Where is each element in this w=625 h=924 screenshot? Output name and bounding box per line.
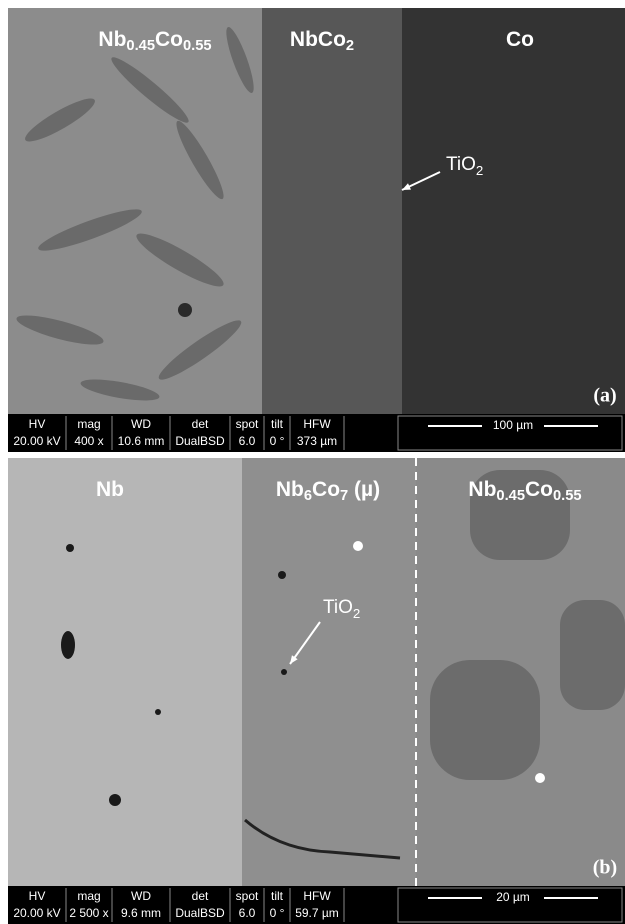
text-part: TiO — [446, 154, 476, 175]
info-header: spot — [236, 889, 259, 903]
text-part: 7 — [340, 488, 348, 504]
info-header: HV — [29, 889, 46, 903]
text-part: 6 — [304, 488, 312, 504]
info-value: 20.00 kV — [13, 434, 60, 448]
info-header: WD — [131, 889, 151, 903]
info-value: 2 500 x — [69, 906, 108, 920]
text-part: Co — [506, 28, 534, 51]
info-value: 9.6 mm — [121, 906, 161, 920]
text-part: (µ) — [348, 478, 380, 501]
info-header: HFW — [303, 889, 331, 903]
text-part: Co — [312, 478, 340, 501]
info-value: 0 ° — [270, 906, 285, 920]
info-header: HV — [29, 417, 46, 431]
panel-letter: (a) — [593, 385, 616, 407]
text-part: TiO — [323, 597, 353, 618]
info-header: mag — [77, 889, 100, 903]
text-part: Nb — [96, 478, 124, 501]
text-part: 2 — [353, 606, 360, 621]
text-part: 0.45 — [496, 488, 525, 504]
panel-letter: (b) — [593, 857, 617, 879]
text-part: Nb — [98, 28, 126, 51]
text-part: 0.55 — [553, 488, 582, 504]
scale-label: 100 µm — [493, 418, 533, 432]
info-value: 10.6 mm — [118, 434, 165, 448]
info-value: 0 ° — [270, 434, 285, 448]
info-value: 20.00 kV — [13, 906, 60, 920]
micrograph-b — [8, 458, 625, 886]
info-value: 6.0 — [239, 906, 256, 920]
info-value: 400 x — [74, 434, 103, 448]
info-header: spot — [236, 417, 259, 431]
text-part: Nb — [276, 478, 304, 501]
micrograph-a — [8, 8, 625, 414]
text-part: 2 — [346, 38, 354, 54]
phase-label: Nb — [96, 478, 124, 501]
info-header: det — [192, 417, 209, 431]
info-header: WD — [131, 417, 151, 431]
text-part: 0.45 — [126, 38, 155, 54]
text-part: 2 — [476, 163, 483, 178]
info-value: 59.7 µm — [295, 906, 339, 920]
text-part: 0.55 — [183, 38, 212, 54]
info-value: DualBSD — [175, 906, 225, 920]
info-header: mag — [77, 417, 100, 431]
phase-label: Co — [506, 28, 534, 51]
scale-label: 20 µm — [496, 890, 530, 904]
text-part: Co — [525, 478, 553, 501]
info-header: tilt — [271, 889, 284, 903]
text-part: Co — [155, 28, 183, 51]
info-value: 6.0 — [239, 434, 256, 448]
info-value: DualBSD — [175, 434, 225, 448]
figure: Nb0.45Co0.55NbCo2CoTiO2(a)HV20.00 kVmag4… — [0, 0, 625, 924]
phase-label: NbCo2 — [290, 28, 354, 54]
phase-label: Nb6Co7 (µ) — [276, 478, 380, 504]
info-header: tilt — [271, 417, 284, 431]
info-header: det — [192, 889, 209, 903]
info-header: HFW — [303, 417, 331, 431]
text-part: NbCo — [290, 28, 346, 51]
text-part: Nb — [468, 478, 496, 501]
info-value: 373 µm — [297, 434, 337, 448]
